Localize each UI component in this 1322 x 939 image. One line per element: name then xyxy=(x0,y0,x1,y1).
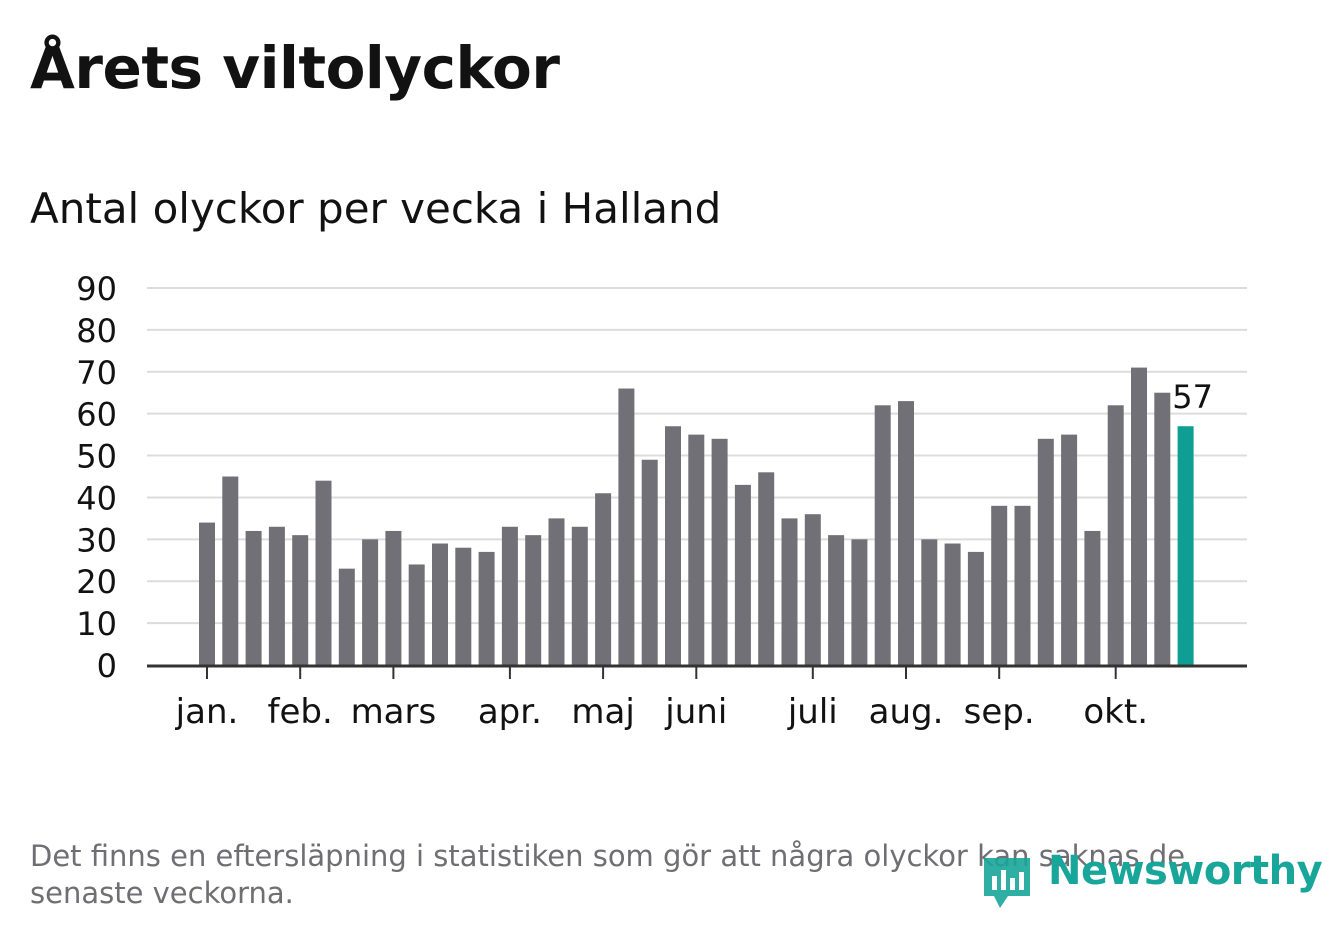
x-tick-label: mars xyxy=(351,692,437,732)
bars xyxy=(199,367,1194,665)
bar xyxy=(525,535,542,665)
bar xyxy=(222,476,239,665)
newsworthy-logo: Newsworthy xyxy=(978,848,1322,910)
bar xyxy=(944,543,961,665)
bar xyxy=(967,551,984,665)
bar xyxy=(571,526,588,665)
y-tick-label: 20 xyxy=(76,563,117,601)
bar xyxy=(548,518,565,665)
y-tick-label: 40 xyxy=(76,479,117,517)
bar xyxy=(734,484,751,665)
chart-title: Årets viltolyckor xyxy=(30,34,560,102)
bar xyxy=(1084,530,1101,665)
bar xyxy=(1061,434,1078,665)
bar xyxy=(408,564,425,665)
bar xyxy=(874,405,891,665)
bar xyxy=(362,539,379,665)
bar xyxy=(804,514,821,665)
bar xyxy=(921,539,938,665)
bar xyxy=(245,530,262,665)
bar xyxy=(898,401,914,665)
bar xyxy=(1014,505,1031,665)
y-tick-label: 50 xyxy=(76,438,117,476)
bar xyxy=(1154,392,1171,665)
bar xyxy=(618,388,635,665)
x-tick-label: juni xyxy=(664,692,727,732)
newsworthy-logo-icon xyxy=(984,858,1030,908)
bar xyxy=(851,539,868,665)
bar xyxy=(315,480,332,665)
y-tick-label: 80 xyxy=(76,312,117,350)
bar xyxy=(199,522,215,665)
x-tick-label: sep. xyxy=(964,692,1035,732)
y-tick-label: 30 xyxy=(76,521,117,559)
bar xyxy=(1131,367,1147,665)
bar xyxy=(688,434,705,665)
x-tick-label: feb. xyxy=(268,692,333,732)
bar xyxy=(665,426,681,665)
y-tick-label: 10 xyxy=(76,605,117,643)
y-tick-label: 60 xyxy=(76,396,117,434)
bar xyxy=(268,526,285,665)
bar xyxy=(292,535,309,665)
chart-subtitle: Antal olyckor per vecka i Halland xyxy=(30,184,722,233)
bar xyxy=(455,547,472,665)
x-tick-label: jan. xyxy=(175,692,239,732)
highlight-value-label: 57 xyxy=(1172,378,1213,416)
x-tick-label: aug. xyxy=(869,692,944,732)
bar xyxy=(478,551,495,665)
x-tick-label: apr. xyxy=(478,692,542,732)
bar xyxy=(1037,438,1054,665)
bar xyxy=(828,535,845,665)
y-tick-label: 90 xyxy=(76,270,117,308)
x-axis-ticks: jan. feb. mars apr. maj juni juli aug. sep. okt. xyxy=(175,667,1148,732)
bar xyxy=(1107,405,1124,665)
bar xyxy=(595,493,612,665)
bar xyxy=(501,526,518,665)
x-tick-label: juli xyxy=(787,692,838,732)
y-tick-label: 0 xyxy=(97,647,117,685)
bar xyxy=(385,530,402,665)
bar-highlight xyxy=(1177,426,1194,665)
x-tick-label: maj xyxy=(571,692,634,732)
data-labels: 57 xyxy=(1169,375,1216,419)
bar xyxy=(991,505,1008,665)
newsworthy-logo-text: Newsworthy xyxy=(1048,848,1322,894)
bar xyxy=(338,568,355,665)
bar xyxy=(432,543,448,665)
bar xyxy=(711,438,728,665)
bar xyxy=(758,472,775,665)
x-tick-label: okt. xyxy=(1083,692,1148,732)
bar xyxy=(641,459,658,665)
bar xyxy=(781,518,798,665)
y-tick-label: 70 xyxy=(76,354,117,392)
